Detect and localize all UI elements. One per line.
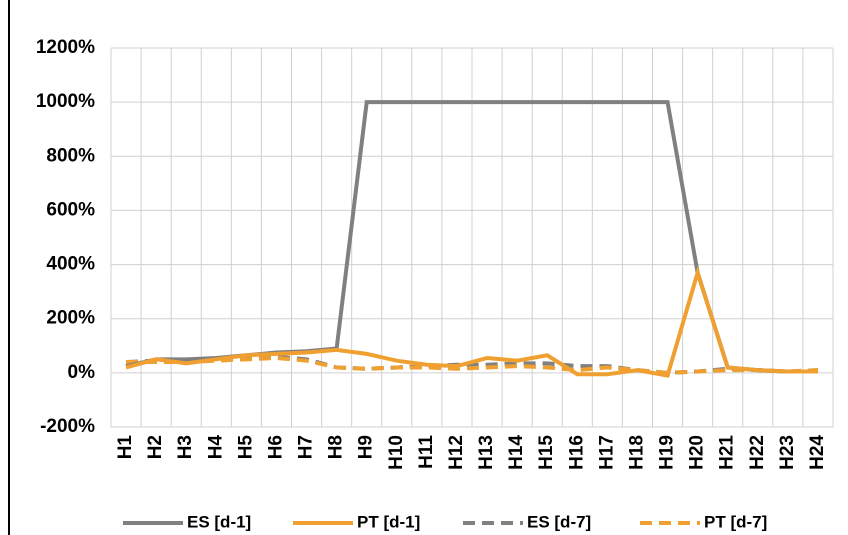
x-tick-label: H17	[596, 435, 617, 470]
x-tick-label: H21	[717, 435, 738, 470]
legend-label: ES [d-1]	[187, 512, 251, 531]
x-tick-label: H20	[687, 435, 708, 470]
y-tick-label: 0%	[68, 362, 96, 383]
y-tick-label: 800%	[46, 145, 95, 166]
y-tick-label: 600%	[46, 199, 95, 220]
x-tick-label: H4	[205, 435, 226, 460]
y-tick-label: 200%	[46, 308, 95, 329]
x-tick-label: H2	[145, 435, 166, 459]
x-tick-label: H10	[386, 435, 407, 470]
x-tick-label: H23	[777, 435, 798, 470]
x-tick-label: H19	[657, 435, 678, 470]
x-tick-label: H9	[356, 435, 377, 459]
x-tick-label: H7	[296, 435, 317, 459]
x-tick-label: H12	[446, 435, 467, 470]
y-tick-label: 1200%	[36, 37, 95, 58]
y-tick-label: 1000%	[36, 91, 95, 112]
y-tick-label: -200%	[40, 416, 95, 437]
x-tick-label: H15	[536, 435, 557, 470]
x-tick-label: H3	[175, 435, 196, 459]
legend-label: PT [d-7]	[704, 512, 767, 531]
series-line	[126, 355, 819, 375]
x-tick-label: H1	[115, 435, 136, 460]
x-tick-label: H5	[235, 435, 256, 460]
legend-label: PT [d-1]	[357, 512, 420, 531]
x-tick-label: H8	[326, 435, 347, 459]
x-tick-label: H13	[476, 435, 497, 470]
y-tick-label: 400%	[46, 254, 95, 275]
x-tick-label: H11	[416, 435, 437, 469]
legend-label: ES [d-7]	[527, 512, 591, 531]
x-tick-label: H6	[265, 435, 286, 459]
x-tick-label: H18	[626, 435, 647, 470]
x-tick-label: H14	[506, 435, 527, 470]
series-line	[125, 265, 818, 378]
x-tick-label: H24	[807, 435, 828, 470]
x-tick-label: H22	[747, 435, 768, 470]
x-tick-label: H16	[566, 435, 587, 470]
